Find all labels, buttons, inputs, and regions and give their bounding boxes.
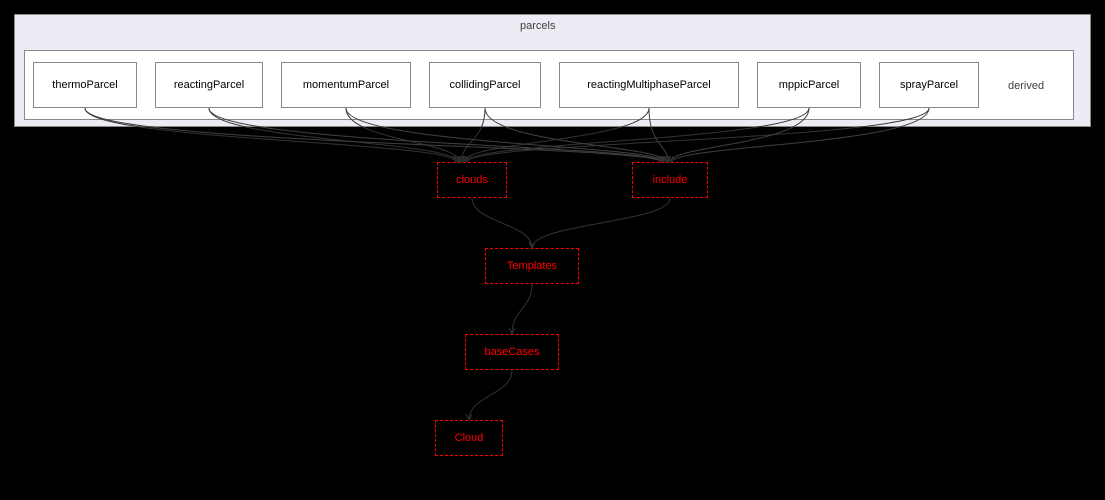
node-label: thermoParcel bbox=[52, 79, 117, 91]
node-Cloud[interactable]: Cloud bbox=[435, 420, 503, 456]
node-label: sprayParcel bbox=[900, 79, 958, 91]
node-label: Cloud bbox=[455, 432, 484, 444]
node-sprayParcel[interactable]: sprayParcel bbox=[879, 62, 979, 108]
node-label: reactingMultiphaseParcel bbox=[587, 79, 711, 91]
node-label: include bbox=[653, 174, 688, 186]
node-label: Templates bbox=[507, 260, 557, 272]
node-momentumParcel[interactable]: momentumParcel bbox=[281, 62, 411, 108]
node-Templates[interactable]: Templates bbox=[485, 248, 579, 284]
node-label: mppicParcel bbox=[779, 79, 840, 91]
node-include[interactable]: include bbox=[632, 162, 708, 198]
node-label: clouds bbox=[456, 174, 488, 186]
node-baseCases[interactable]: baseCases bbox=[465, 334, 559, 370]
node-label: baseCases bbox=[484, 346, 539, 358]
node-label: collidingParcel bbox=[450, 79, 521, 91]
node-collidingParcel[interactable]: collidingParcel bbox=[429, 62, 541, 108]
node-label: reactingParcel bbox=[174, 79, 244, 91]
node-mppicParcel[interactable]: mppicParcel bbox=[757, 62, 861, 108]
node-clouds[interactable]: clouds bbox=[437, 162, 507, 198]
node-thermoParcel[interactable]: thermoParcel bbox=[33, 62, 137, 108]
node-reactingParcel[interactable]: reactingParcel bbox=[155, 62, 263, 108]
panel-title: parcels bbox=[520, 20, 555, 32]
node-reactingMultiphaseParcel[interactable]: reactingMultiphaseParcel bbox=[559, 62, 739, 108]
diagram-canvas: parcels derived thermoParcel reactingParc… bbox=[0, 0, 1105, 500]
derived-label: derived bbox=[1008, 80, 1044, 92]
node-label: momentumParcel bbox=[303, 79, 389, 91]
